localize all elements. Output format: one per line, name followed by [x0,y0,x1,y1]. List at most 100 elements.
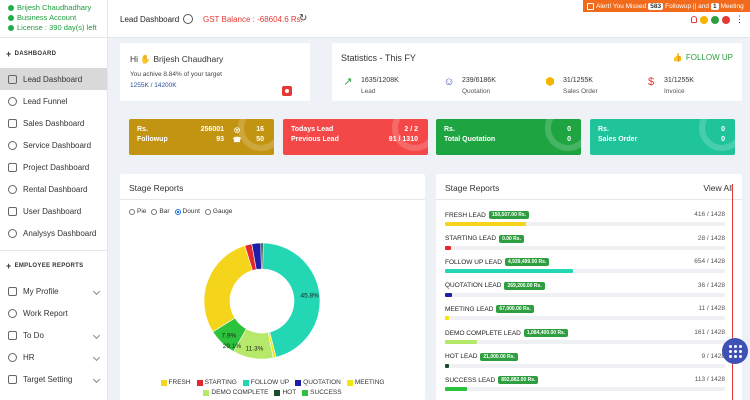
radio-circle[interactable] [204,208,211,215]
sidebar-item-to-do[interactable]: To Do [0,324,107,346]
sidebar-item-sales-dashboard[interactable]: Sales Dashboard [0,112,107,134]
missed-alert[interactable]: Alert! You Missed 583 Followup || and 1 … [583,0,750,12]
status-dot-red[interactable] [722,15,730,24]
radio-circle[interactable] [174,208,181,215]
stage-row-starting-lead[interactable]: STARTING LEAD 0.00 Rs. 28 / 1428 [445,234,725,253]
stage-row-fresh-lead[interactable]: FRESH LEAD 150,507.00 Rs. 416 / 1428 [445,211,725,229]
status-dot-green[interactable] [711,15,719,24]
legend-meeting[interactable]: MEETING [346,378,384,388]
summary-tile-1[interactable]: Todays Lead 2 / 2 Previous Lead 91 / 1310 [283,119,428,155]
legend-fresh[interactable]: FRESH [160,378,191,388]
stage-row-success-lead[interactable]: SUCCESS LEAD 892,882.00 Rs. 113 / 1428 [445,376,725,394]
progress-fill [445,316,449,321]
stage-name-group: QUOTATION LEAD 269,200.00 Rs. [445,281,545,290]
radio-circle[interactable] [151,208,158,215]
stage-name: FOLLOW UP LEAD [445,258,502,266]
summary-tile-2[interactable]: Rs. 0 Total Quotation 0 [436,119,581,155]
topbar: Lead Dashboard GST Balance : -68604.6 Rs… [108,0,750,38]
stage-row-meeting-lead[interactable]: MEETING LEAD 67,000.00 Rs. 11 / 1428 [445,305,725,323]
legend-quotation[interactable]: QUOTATION [295,378,341,388]
dashboard-section-header: + DASHBOARD [0,38,107,68]
sidebar-item-service-dashboard[interactable]: Service Dashboard [0,134,107,156]
stage-name-group: MEETING LEAD 67,000.00 Rs. [445,305,534,314]
tile-count: 91 / 1310 [388,136,418,143]
status-dot-yellow[interactable] [700,15,708,24]
sidebar-item-label: Project Dashboard [23,162,90,172]
trend-up-icon: ↗ [343,76,353,88]
summary-tile-3[interactable]: Rs. 0 Sales Order 0 [590,119,735,155]
bar-chart-icon [8,118,17,128]
stat-text: 1635/1208K Lead [361,75,399,97]
slice-hot[interactable] [260,242,264,270]
stage-row-quotation-lead[interactable]: QUOTATION LEAD 269,200.00 Rs. 36 / 1428 [445,281,725,300]
alert-middle: Followup || and [665,2,709,10]
radio-dount[interactable]: Dount [174,208,200,215]
settings-icon[interactable] [183,14,193,24]
sidebar-item-rental-dashboard[interactable]: Rental Dashboard [0,178,107,200]
sidebar-item-work-report[interactable]: Work Report [0,302,107,324]
tile-count: 50 [256,136,264,143]
radio-gauge[interactable]: Gauge [204,208,232,215]
tile-row: Followup 93 ☎ 50 [137,136,264,144]
slice-follow-up[interactable] [262,242,321,358]
legend-hot[interactable]: HOT [274,388,296,398]
stage-row-demo-complete-lead[interactable]: DEMO COMPLETE LEAD 1,084,400.00 Rs. 161 / … [445,329,725,347]
sidebar-item-project-dashboard[interactable]: Project Dashboard [0,156,107,178]
follow-up-link[interactable]: 👍 FOLLOW UP [673,53,733,62]
stage-count: 9 / 1428 [701,352,726,360]
sidebar-item-user-dashboard[interactable]: User Dashboard [0,200,107,222]
legend-starting[interactable]: STARTING [196,378,237,388]
refresh-icon[interactable]: ↻ [299,13,308,24]
record-button[interactable] [282,86,292,96]
funnel-icon [8,96,17,106]
legend-swatch [242,380,249,386]
stat-quotation: ☺ 239/6186K Quotation [442,75,496,97]
link-icon [8,162,17,172]
stage-row-hot-lead[interactable]: HOT LEAD 21,000.00 Rs. 9 / 1428 [445,352,726,371]
sidebar-item-target-setting[interactable]: Target Setting [0,368,107,390]
legend-row-1: FRESH STARTING FOLLOW UP QUOTATION MEETING [120,378,425,388]
radio-bar[interactable]: Bar [151,208,170,215]
sidebar-item-analysys-dashboard[interactable]: Analysys Dashboard [0,222,107,244]
sidebar-item-lead-dashboard[interactable]: Lead Dashboard [0,68,107,90]
stat-value: 31/1255K [563,77,593,84]
user-name-line: Brijesh Chaudhadhary [8,3,101,13]
progress-fill [445,363,449,368]
license-text: License : 390 day(s) left [17,23,97,32]
grid-menu-button[interactable] [722,338,748,364]
tile-row: Rs. 0 [444,126,571,133]
legend-swatch [203,390,210,396]
sidebar-item-label: Lead Dashboard [23,74,83,84]
view-all-link[interactable]: View All [703,183,733,193]
stage-row-follow-up-lead[interactable]: FOLLOW UP LEAD 4,939,499.00 Rs. 654 / 1428 [445,258,725,276]
tile-value: 256001 [200,126,224,133]
progress-fill [445,222,527,226]
radio-label: Bar [159,208,170,215]
sidebar-item-hr[interactable]: HR [0,346,107,368]
employee-header-label: EMPLOYEE REPORTS [14,263,84,269]
radio-label: Dount [182,208,200,215]
radio-pie[interactable]: Pie [129,208,146,215]
stage-count: 36 / 1428 [697,281,725,289]
list-icon [8,330,17,340]
briefcase-icon [8,15,14,21]
slice-fresh[interactable] [203,245,253,333]
more-vert-icon[interactable]: ⋮ [735,14,744,24]
stage-amount-badge: 67,000.00 Rs. [496,305,534,314]
sidebar-item-lead-funnel[interactable]: Lead Funnel [0,90,107,112]
summary-tile-0[interactable]: Rs. 256001 ◎ 16 Followup 93 ☎ 50 [129,119,274,155]
legend-swatch [274,390,281,396]
legend-success[interactable]: SUCCESS [302,388,342,398]
scroll-indicator-line [732,184,733,400]
legend-label: DEMO COMPLETE [211,389,269,396]
legend-swatch [196,380,203,386]
stat-text: 31/1255K Invoice [664,75,694,97]
legend-demo-complete[interactable]: DEMO COMPLETE [203,388,268,398]
sidebar-item-my-profile[interactable]: My Profile [0,280,107,302]
tile-label: Sales Order [598,136,638,143]
bell-icon[interactable] [691,16,697,23]
legend-follow-up[interactable]: FOLLOW UP [242,378,289,388]
wave-icon: ✋ [140,54,151,64]
chevron-down-icon [92,375,101,383]
radio-circle[interactable] [129,208,135,215]
